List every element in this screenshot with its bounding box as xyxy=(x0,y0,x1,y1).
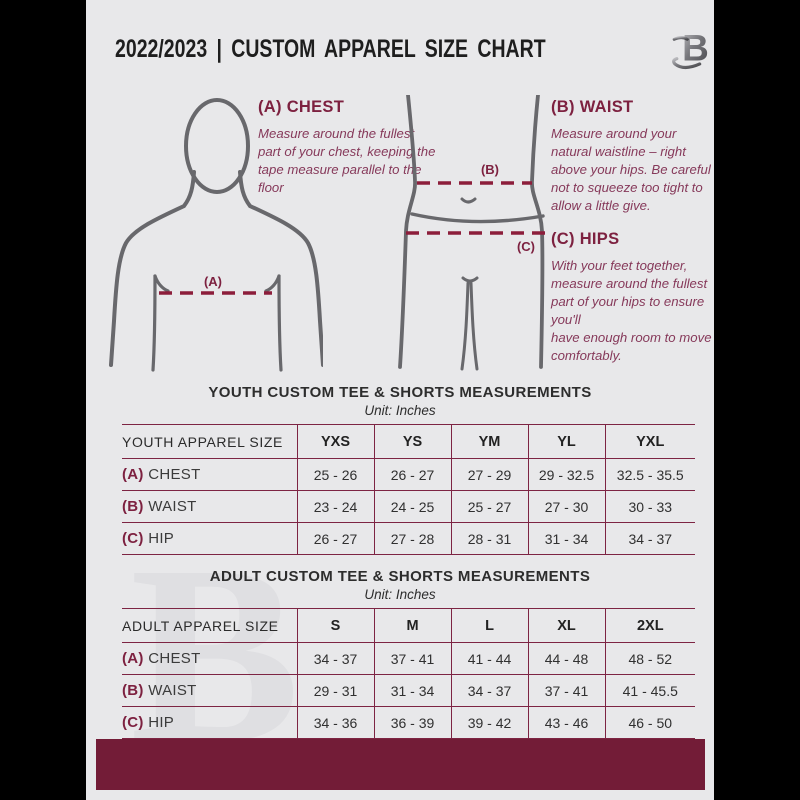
measurement-cell: 27 - 28 xyxy=(373,522,451,555)
row-label: (A) CHEST xyxy=(122,466,201,483)
measurement-cell: 30 - 33 xyxy=(604,490,695,523)
adult-header-row: ADULT APPAREL SIZE S M L XL 2XL xyxy=(122,608,695,643)
waist-hips-figure-illustration: (B) (C) xyxy=(398,95,553,371)
row-label: (B) WAIST xyxy=(122,498,197,515)
measurement-cell: 27 - 29 xyxy=(450,458,528,491)
hips-guide-title: (C) HIPS xyxy=(551,230,620,248)
measurement-cell: 25 - 26 xyxy=(296,458,374,491)
size-col-header: YXS xyxy=(296,424,374,459)
breakaway-logo-icon: B xyxy=(672,27,709,70)
size-col-header: M xyxy=(373,608,451,643)
size-col-header: YL xyxy=(527,424,605,459)
chest-figure-illustration: (A) xyxy=(109,98,323,372)
chest-guide-text: Measure around the fullest part of your … xyxy=(258,126,436,195)
measurement-cell: 26 - 27 xyxy=(296,522,374,555)
table-row: (C) HIP 26 - 27 27 - 28 28 - 31 31 - 34 … xyxy=(122,522,695,555)
measurement-cell: 25 - 27 xyxy=(450,490,528,523)
measurement-cell: 34 - 36 xyxy=(296,706,374,739)
footer-accent-bar xyxy=(96,739,705,790)
measurement-cell: 41 - 45.5 xyxy=(604,674,695,707)
adult-table-section: ADULT CUSTOM TEE & SHORTS MEASUREMENTS U… xyxy=(86,568,714,739)
youth-header-row: YOUTH APPAREL SIZE YXS YS YM YL YXL xyxy=(122,424,695,459)
waist-marker-label: (B) xyxy=(481,162,499,177)
measurement-guide-section: (A) (A) CHEST Measure around the fullest… xyxy=(86,89,714,377)
adult-table-unit: Unit: Inches xyxy=(364,587,436,602)
measurement-cell: 37 - 41 xyxy=(527,674,605,707)
waist-guide: (B) WAIST Measure around your natural wa… xyxy=(551,98,711,215)
size-col-header: S xyxy=(296,608,374,643)
row-label: (C) HIP xyxy=(122,714,175,731)
youth-table-title: YOUTH CUSTOM TEE & SHORTS MEASUREMENTS xyxy=(208,384,592,401)
measurement-cell: 39 - 42 xyxy=(450,706,528,739)
chest-guide-title: (A) CHEST xyxy=(258,98,345,116)
youth-size-label-header: YOUTH APPAREL SIZE xyxy=(122,433,283,450)
table-row: (A) CHEST 34 - 37 37 - 41 41 - 44 44 - 4… xyxy=(122,642,695,675)
table-row: (B) WAIST 23 - 24 24 - 25 25 - 27 27 - 3… xyxy=(122,490,695,523)
size-col-header: YXL xyxy=(604,424,695,459)
size-col-header: XL xyxy=(527,608,605,643)
adult-size-label-header: ADULT APPAREL SIZE xyxy=(122,617,279,634)
youth-table-unit: Unit: Inches xyxy=(364,403,436,418)
measurement-cell: 31 - 34 xyxy=(373,674,451,707)
youth-size-table: YOUTH APPAREL SIZE YXS YS YM YL YXL (A) … xyxy=(122,424,695,555)
row-label: (B) WAIST xyxy=(122,682,197,699)
table-row: (C) HIP 34 - 36 36 - 39 39 - 42 43 - 46 … xyxy=(122,706,695,739)
size-chart-page: B 2022/2023 | CUSTOM APPAREL SIZE CHART … xyxy=(86,0,714,800)
size-col-header: YS xyxy=(373,424,451,459)
chest-marker-label: (A) xyxy=(204,274,222,289)
measurement-cell: 29 - 32.5 xyxy=(527,458,605,491)
measurement-cell: 24 - 25 xyxy=(373,490,451,523)
measurement-cell: 23 - 24 xyxy=(296,490,374,523)
brand-lockup: B BREAKAWAY xyxy=(667,27,714,71)
adult-size-table: ADULT APPAREL SIZE S M L XL 2XL (A) CHES… xyxy=(122,608,695,739)
measurement-cell: 34 - 37 xyxy=(296,642,374,675)
size-col-header: 2XL xyxy=(604,608,695,643)
chest-guide: (A) CHEST Measure around the fullest par… xyxy=(258,98,440,197)
row-label: (A) CHEST xyxy=(122,650,201,667)
row-label: (C) HIP xyxy=(122,530,175,547)
measurement-cell: 41 - 44 xyxy=(450,642,528,675)
measurement-cell: 32.5 - 35.5 xyxy=(604,458,695,491)
svg-text:B: B xyxy=(682,27,709,68)
hips-guide: (C) HIPS With your feet together, measur… xyxy=(551,230,714,365)
measurement-cell: 28 - 31 xyxy=(450,522,528,555)
adult-table-title: ADULT CUSTOM TEE & SHORTS MEASUREMENTS xyxy=(209,568,591,585)
measurement-cell: 43 - 46 xyxy=(527,706,605,739)
measurement-cell: 36 - 39 xyxy=(373,706,451,739)
table-row: (B) WAIST 29 - 31 31 - 34 34 - 37 37 - 4… xyxy=(122,674,695,707)
hips-marker-label: (C) xyxy=(517,239,535,254)
table-row: (A) CHEST 25 - 26 26 - 27 27 - 29 29 - 3… xyxy=(122,458,695,491)
measurement-cell: 31 - 34 xyxy=(527,522,605,555)
size-col-header: L xyxy=(450,608,528,643)
youth-table-section: YOUTH CUSTOM TEE & SHORTS MEASUREMENTS U… xyxy=(86,384,714,555)
page-header: 2022/2023 | CUSTOM APPAREL SIZE CHART B xyxy=(86,0,714,71)
measurement-cell: 34 - 37 xyxy=(604,522,695,555)
hips-guide-text: With your feet together, measure around … xyxy=(551,258,712,363)
waist-guide-title: (B) WAIST xyxy=(551,98,634,116)
waist-guide-text: Measure around your natural waistline – … xyxy=(551,126,711,213)
page-title: 2022/2023 | CUSTOM APPAREL SIZE CHART xyxy=(115,34,546,63)
measurement-cell: 44 - 48 xyxy=(527,642,605,675)
measurement-cell: 34 - 37 xyxy=(450,674,528,707)
measurement-cell: 48 - 52 xyxy=(604,642,695,675)
measurement-cell: 46 - 50 xyxy=(604,706,695,739)
measurement-cell: 37 - 41 xyxy=(373,642,451,675)
measurement-cell: 27 - 30 xyxy=(527,490,605,523)
size-col-header: YM xyxy=(450,424,528,459)
measurement-cell: 26 - 27 xyxy=(373,458,451,491)
measurement-cell: 29 - 31 xyxy=(296,674,374,707)
